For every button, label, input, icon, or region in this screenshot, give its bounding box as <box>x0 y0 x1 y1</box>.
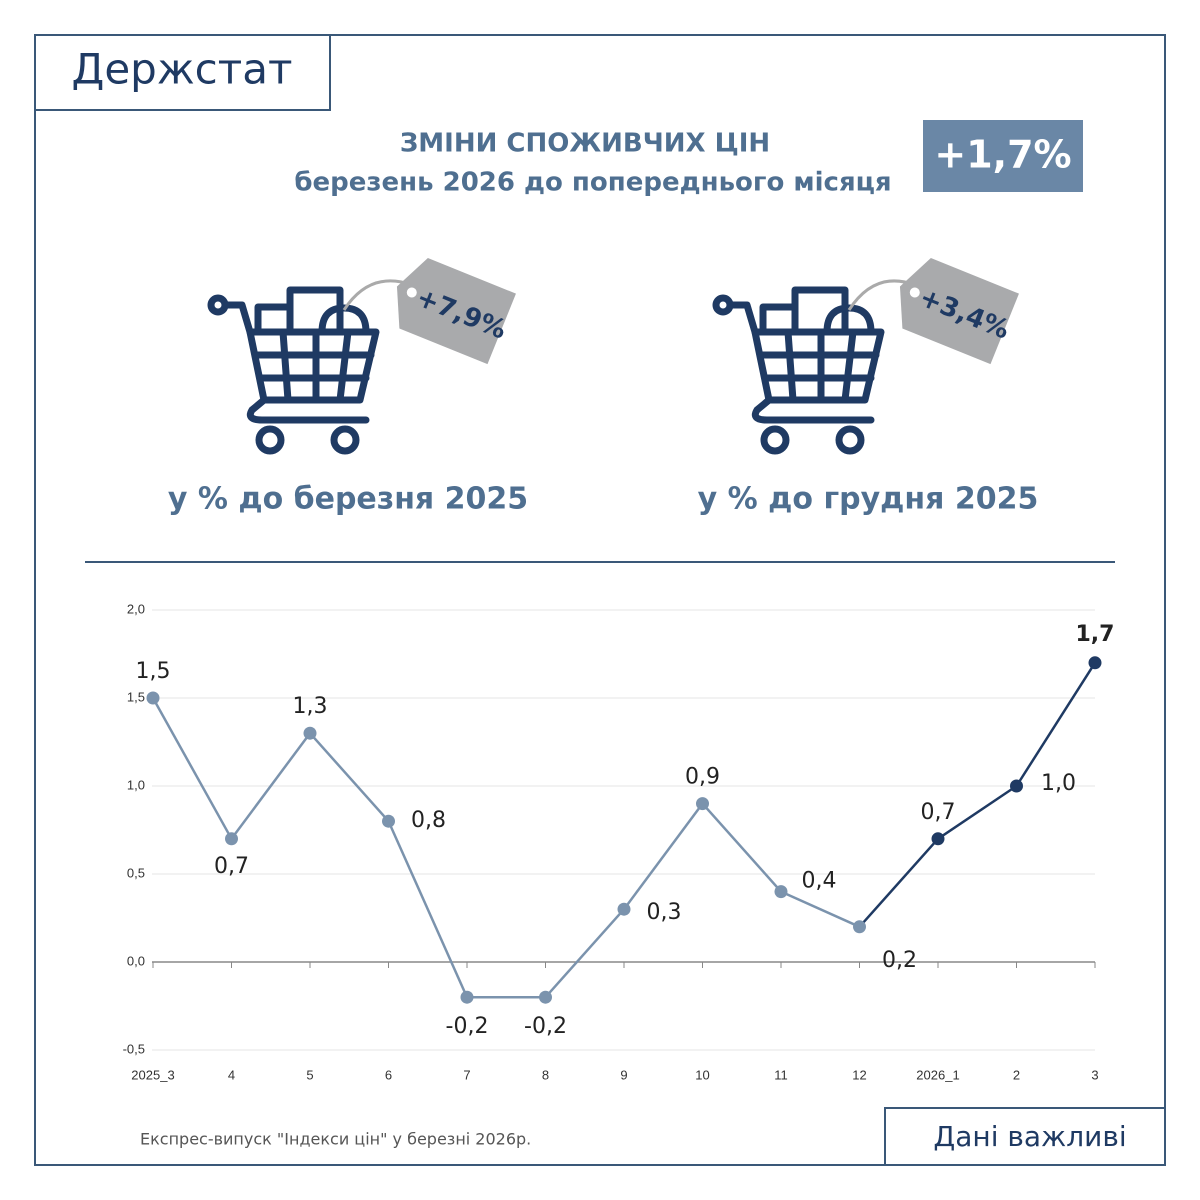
data-label: 0,8 <box>411 808 446 833</box>
data-point <box>382 814 395 828</box>
x-tick-label: 10 <box>695 1067 709 1082</box>
cart-1 <box>211 290 376 451</box>
data-label: 0,4 <box>802 869 837 894</box>
data-label: 0,9 <box>685 765 720 790</box>
headline-box <box>923 120 1083 192</box>
data-point <box>1010 779 1023 793</box>
y-tick-label: 0,0 <box>127 953 145 968</box>
data-label: 0,3 <box>647 900 682 925</box>
x-tick-label: 2 <box>1013 1067 1020 1082</box>
data-point <box>931 832 945 846</box>
x-tick-label: 4 <box>228 1067 235 1082</box>
subtitle: березень 2026 до попереднього місяця <box>294 168 891 198</box>
data-label: 0,7 <box>214 854 249 879</box>
data-point <box>225 832 238 846</box>
line-segment <box>309 732 390 823</box>
title: ЗМІНИ СПОЖИВЧИХ ЦІН <box>400 129 770 159</box>
line-segment <box>937 784 1018 840</box>
line-segment <box>151 697 233 840</box>
headline: +1,7% <box>934 133 1071 177</box>
caption: у % до березня 2025 <box>168 482 528 517</box>
x-tick-label: 3 <box>1091 1067 1098 1082</box>
line-segment <box>701 802 782 893</box>
line-segment <box>387 820 469 998</box>
data-point <box>853 920 866 934</box>
x-tick-label: 6 <box>385 1067 392 1082</box>
data-label: 1,5 <box>136 659 171 684</box>
line-segment <box>780 890 861 928</box>
footer-tag: Дані важливі <box>933 1120 1126 1153</box>
x-tick-label: 9 <box>620 1067 627 1082</box>
line-segment <box>544 908 625 999</box>
y-tick-label: 1,5 <box>127 689 145 704</box>
y-tick-label: -0,5 <box>123 1041 145 1056</box>
data-point <box>539 990 552 1004</box>
x-tick-label: 2026_1 <box>916 1067 959 1082</box>
x-tick-label: 2025_3 <box>131 1067 174 1082</box>
caption: у % до грудня 2025 <box>698 482 1039 517</box>
line-segment <box>622 802 704 910</box>
y-tick-label: 0,5 <box>127 865 145 880</box>
data-label: 1,0 <box>1041 771 1076 796</box>
data-point <box>303 726 317 740</box>
footer-note: Експрес-випуск "Індекси цін" у березні 2… <box>140 1130 531 1149</box>
x-tick-label: 8 <box>542 1067 549 1082</box>
line-segment <box>858 837 939 928</box>
data-label: -0,2 <box>446 1014 489 1039</box>
tag-2: +3,4% <box>899 258 1019 365</box>
chart: -0,5 0,0 0,5 1,0 1,5 2,0 2025_3 4 5 6 7 8 9 10 11 12 202… <box>123 601 1115 1082</box>
logo-box <box>34 34 331 111</box>
data-label: 0,2 <box>882 948 917 973</box>
data-point <box>617 902 631 916</box>
y-tick-label: 1,0 <box>127 777 145 792</box>
frame <box>34 34 1166 1166</box>
line-segment <box>230 732 312 840</box>
data-point <box>460 990 474 1004</box>
x-tick-label: 12 <box>852 1067 866 1082</box>
logo: Держстат <box>72 45 293 94</box>
data-label: 0,7 <box>921 800 956 825</box>
y-tick-label: 2,0 <box>127 601 145 616</box>
data-point <box>696 797 709 811</box>
x-tick-label: 7 <box>463 1067 470 1082</box>
data-point <box>146 691 160 705</box>
data-label: -0,2 <box>524 1014 567 1039</box>
cart-2 <box>716 290 881 451</box>
data-label: 1,3 <box>293 694 328 719</box>
x-tick-label: 11 <box>774 1067 788 1082</box>
data-label: 1,7 <box>1076 622 1115 647</box>
data-point <box>774 885 788 899</box>
x-tick-label: 5 <box>306 1067 313 1082</box>
line-segment <box>1015 662 1097 787</box>
footer-tag-box <box>884 1107 1166 1166</box>
data-point <box>1088 656 1102 670</box>
tag-1: +7,9% <box>396 258 516 365</box>
